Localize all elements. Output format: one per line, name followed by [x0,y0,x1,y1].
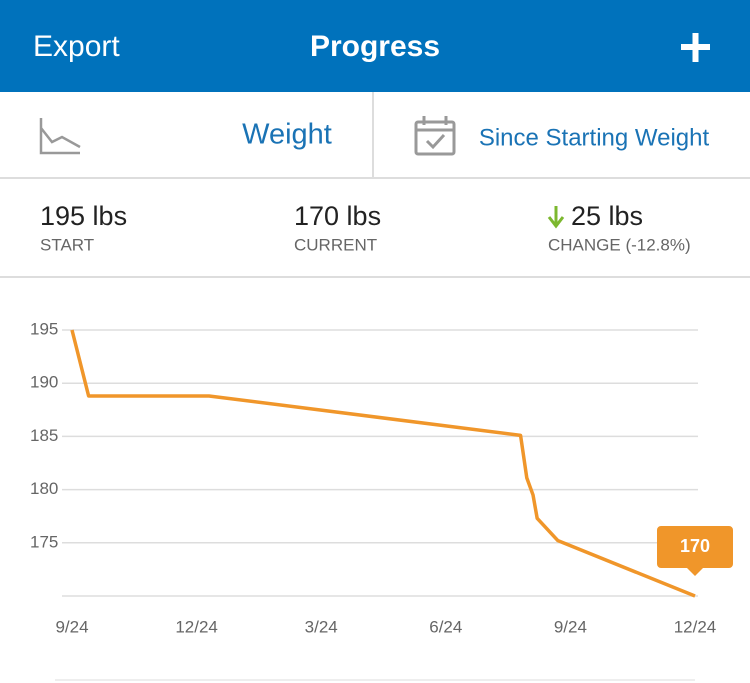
range-label: Since Starting Weight [479,124,710,151]
metric-selector[interactable]: Weight [39,118,332,155]
stat-label: START [40,235,94,254]
stat-label: CHANGE (-12.8%) [548,235,691,254]
x-tick-label: 9/24 [55,617,88,636]
x-tick-label: 9/24 [554,617,587,636]
stat-label: CURRENT [294,235,377,254]
y-tick-label: 190 [30,373,58,392]
weight-line [70,329,696,598]
y-tick-label: 195 [30,319,58,338]
y-tick-label: 185 [30,426,58,445]
add-button[interactable] [681,33,710,62]
calendar-icon [414,116,456,156]
callout-bubble [657,526,733,576]
export-button[interactable]: Export [33,30,120,63]
plus-v [692,33,699,62]
stat-value: 170 lbs [294,201,381,231]
x-tick-label: 3/24 [305,617,338,636]
page-title: Progress [310,30,440,63]
metric-label: Weight [242,119,332,151]
x-tick-label: 12/24 [674,617,717,636]
down-arrow [547,206,565,229]
chart-icon [39,118,81,155]
range-selector[interactable]: Since Starting Weight [414,116,710,156]
y-tick-label: 175 [30,532,58,551]
header-bar [0,0,750,92]
x-tick-label: 6/24 [429,617,462,636]
stat-value: 195 lbs [40,201,127,231]
callout-label: 170 [680,536,710,556]
value-callout: 170 [657,526,733,576]
x-tick-label: 12/24 [175,617,218,636]
y-tick-label: 180 [30,479,58,498]
stat-value: 25 lbs [571,201,643,231]
